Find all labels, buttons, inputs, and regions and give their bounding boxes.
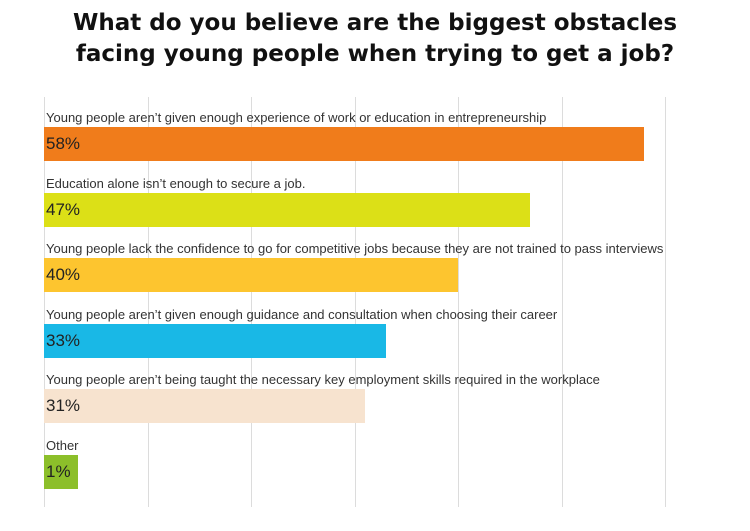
value-label-1: 47% <box>46 199 81 219</box>
gridline-10 <box>147 97 149 507</box>
chart-title-line-2: facing young people when trying to get a… <box>75 41 675 67</box>
category-label-1: Education alone isn’t enough to secure a… <box>46 175 306 191</box>
category-label-3: Young people aren’t given enough guidanc… <box>46 306 558 322</box>
value-label-0: 58% <box>46 134 81 153</box>
value-label-3: 33% <box>46 330 81 350</box>
category-label-5: Other <box>46 438 79 453</box>
gridline-30 <box>354 97 356 507</box>
gridline-0 <box>44 97 45 507</box>
gridline-20 <box>251 97 252 507</box>
bar-5 <box>44 455 78 489</box>
value-label-2: 40% <box>46 265 81 285</box>
gridline-50 <box>561 97 563 507</box>
gridline-60 <box>665 97 666 507</box>
value-label-4: 31% <box>46 396 81 416</box>
chart-title: What do you believe are the biggest obst… <box>0 8 750 70</box>
chart-title-line-1: What do you believe are the biggest obst… <box>72 10 678 36</box>
bar-0 <box>44 127 645 161</box>
bar-2 <box>44 258 458 293</box>
category-label-2: Young people lack the confidence to go f… <box>46 241 664 257</box>
bar-3 <box>44 323 386 358</box>
category-label-4: Young people aren’t being taught the nec… <box>46 372 600 388</box>
value-label-5: 1% <box>46 462 71 481</box>
category-label-0: Young people aren’t given enough experie… <box>46 110 547 125</box>
gridline-40 <box>458 97 459 507</box>
bar-1 <box>44 192 531 227</box>
bar-4 <box>44 389 365 424</box>
